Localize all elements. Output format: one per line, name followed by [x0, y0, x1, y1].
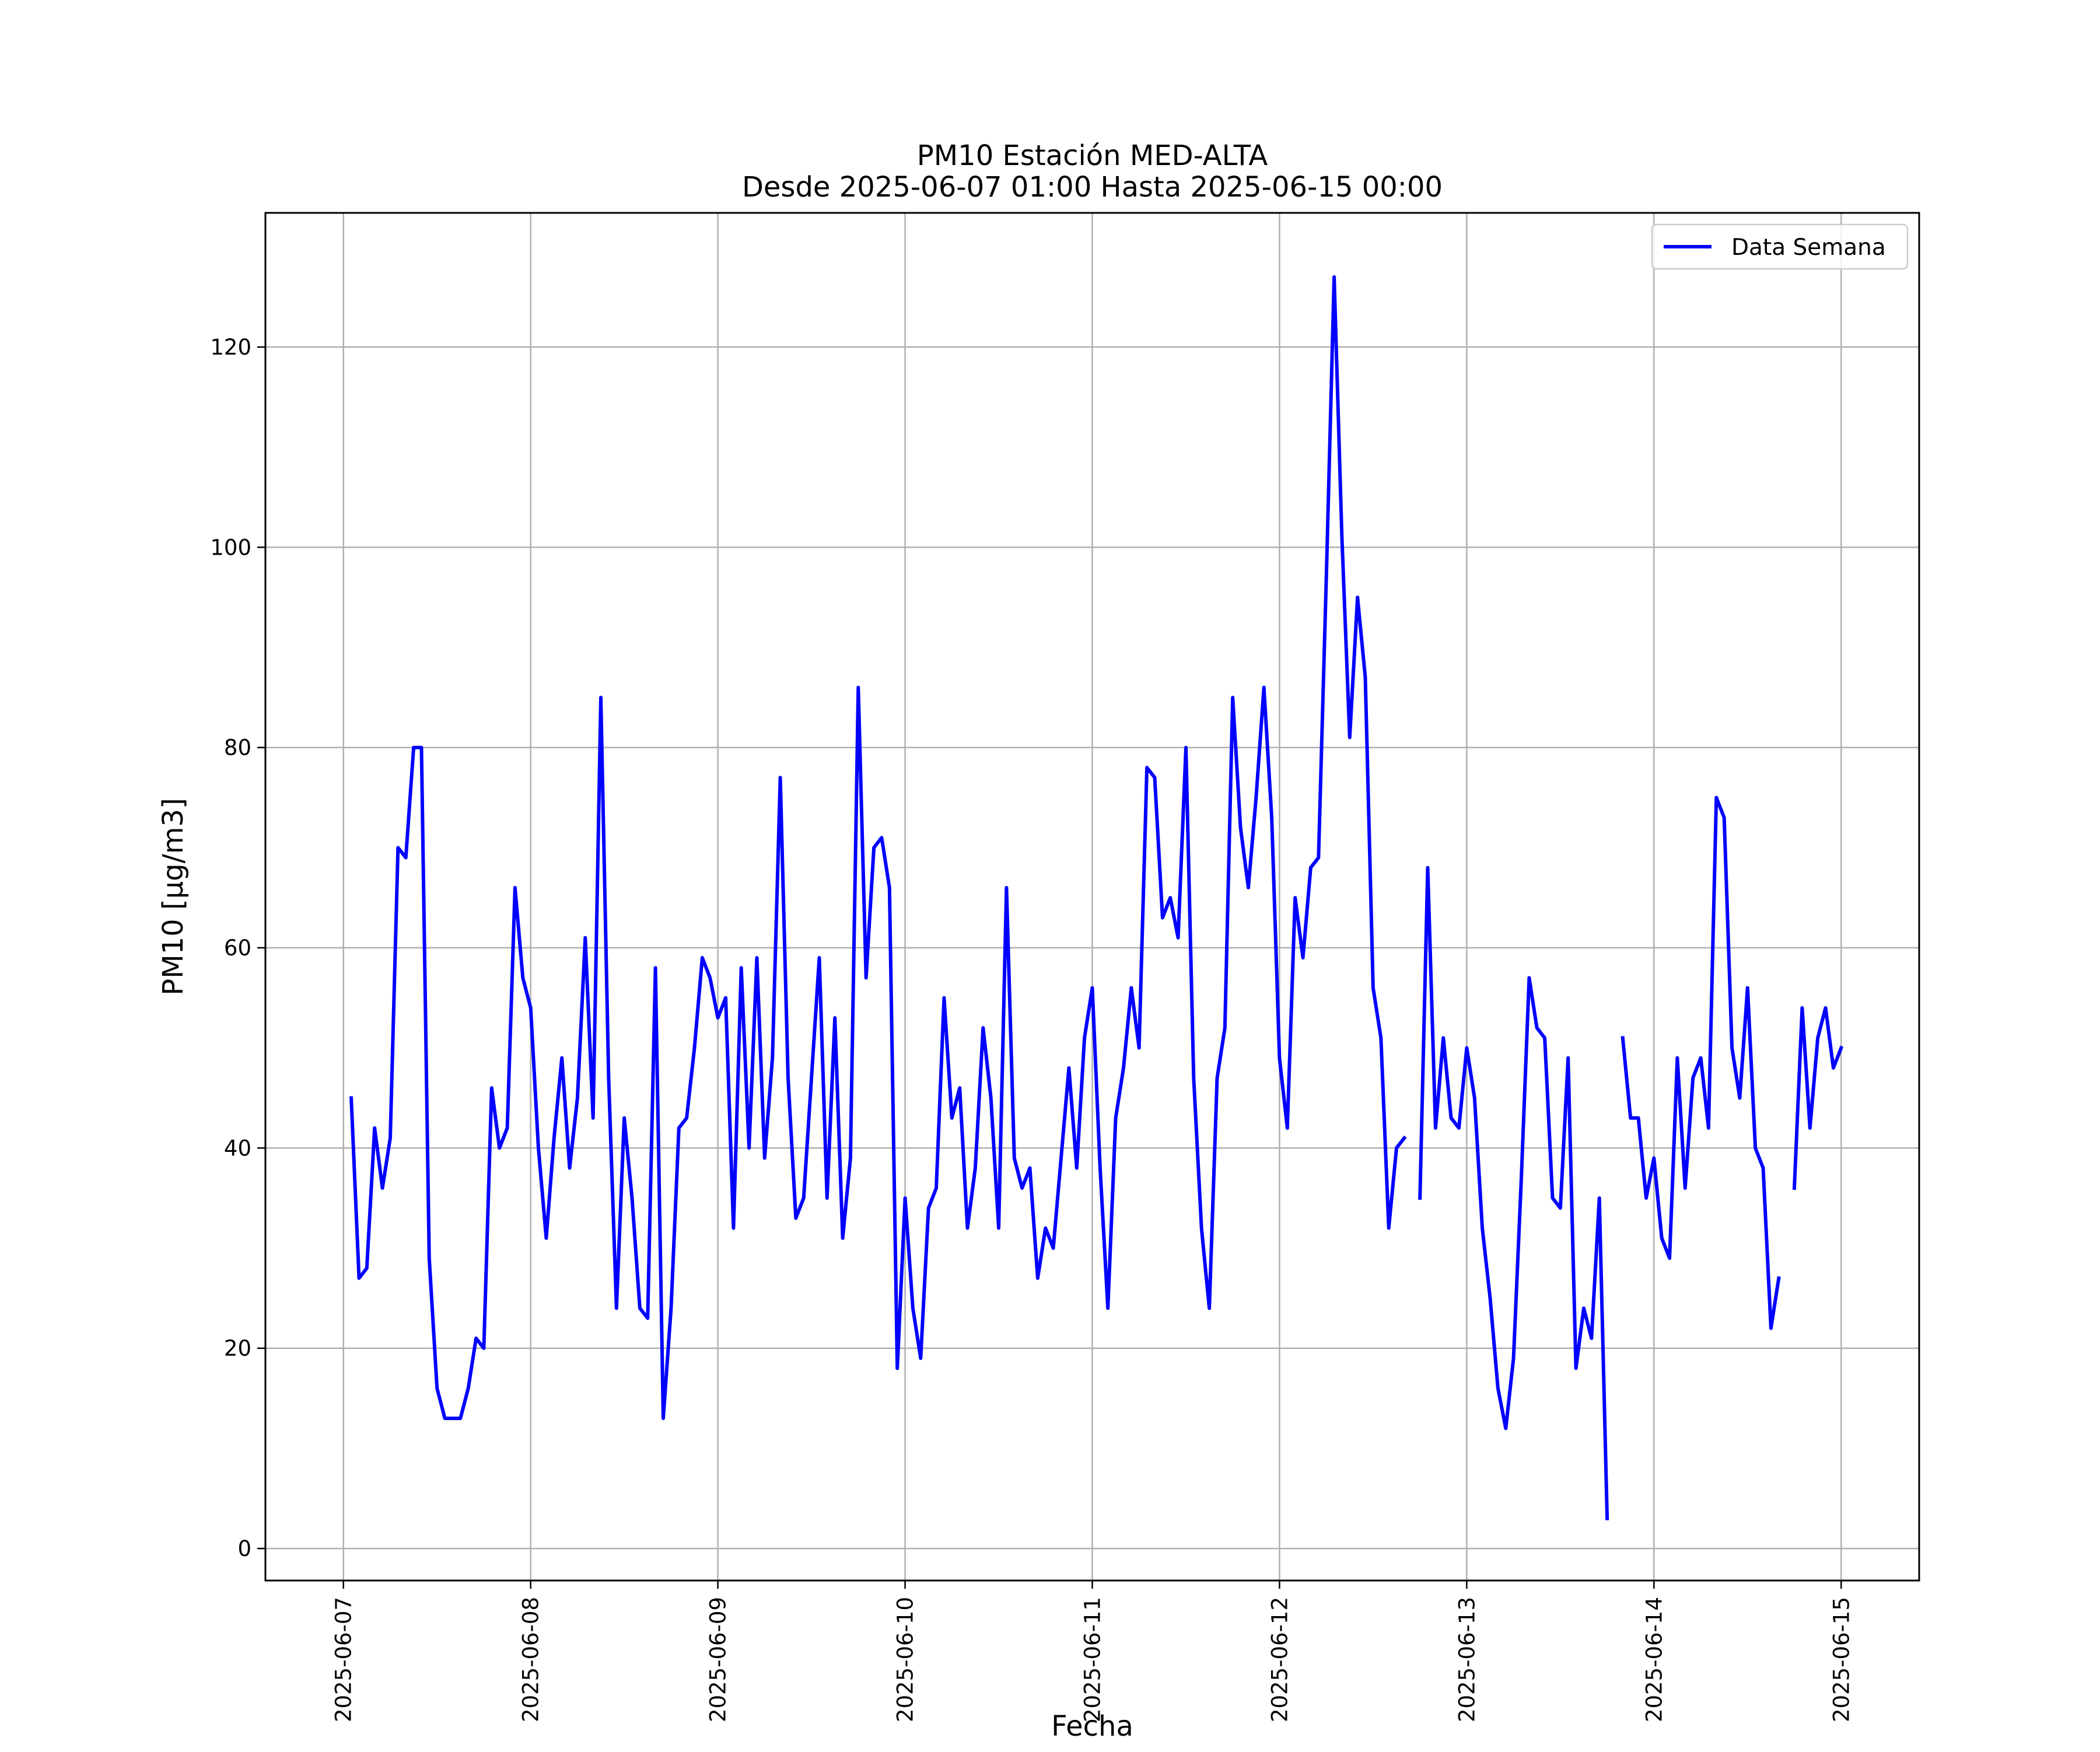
legend: Data Semana	[1651, 223, 1909, 270]
series-line-data-semana	[1792, 1006, 1844, 1190]
x-tick-label: 2025-06-08	[519, 1597, 544, 1722]
series-layer	[349, 275, 1844, 1520]
legend-box	[1651, 223, 1909, 270]
x-tick-label: 2025-06-10	[893, 1597, 918, 1722]
series-line-data-semana	[1620, 796, 1781, 1330]
y-tick-label: 40	[224, 1136, 251, 1161]
x-tick-label: 2025-06-11	[1080, 1597, 1105, 1722]
x-axis-label: Fecha	[1051, 1710, 1133, 1743]
y-tick-label: 100	[210, 535, 251, 560]
axis-ticks: 0 20 40 60 80 100 120 2025-06-07 2025-06-08 2025-…	[210, 335, 1854, 1722]
legend-label-data-semana: Data Semana	[1731, 234, 1886, 261]
plot-area-frame	[264, 212, 1920, 1582]
y-tick-label: 60	[224, 935, 251, 961]
x-tick-label: 2025-06-14	[1642, 1597, 1667, 1722]
y-tick-label: 0	[237, 1536, 251, 1561]
y-tick-label: 80	[224, 735, 251, 761]
x-tick-label: 2025-06-15	[1829, 1597, 1854, 1722]
x-tick-label: 2025-06-12	[1267, 1597, 1292, 1722]
y-axis-label: PM10 [μg/m3]	[157, 798, 190, 996]
x-tick-label: 2025-06-13	[1454, 1597, 1479, 1722]
y-tick-label: 20	[224, 1336, 251, 1361]
x-tick-label: 2025-06-09	[706, 1597, 731, 1722]
chart-title: PM10 Estación MED-ALTA	[917, 139, 1268, 172]
chart-subtitle: Desde 2025-06-07 01:00 Hasta 2025-06-15 …	[742, 171, 1443, 204]
series-line-data-semana	[1418, 866, 1609, 1520]
grid	[265, 213, 1919, 1581]
series-line-data-semana	[349, 275, 1407, 1420]
y-tick-label: 120	[210, 335, 251, 360]
x-tick-label: 2025-06-07	[331, 1597, 356, 1722]
